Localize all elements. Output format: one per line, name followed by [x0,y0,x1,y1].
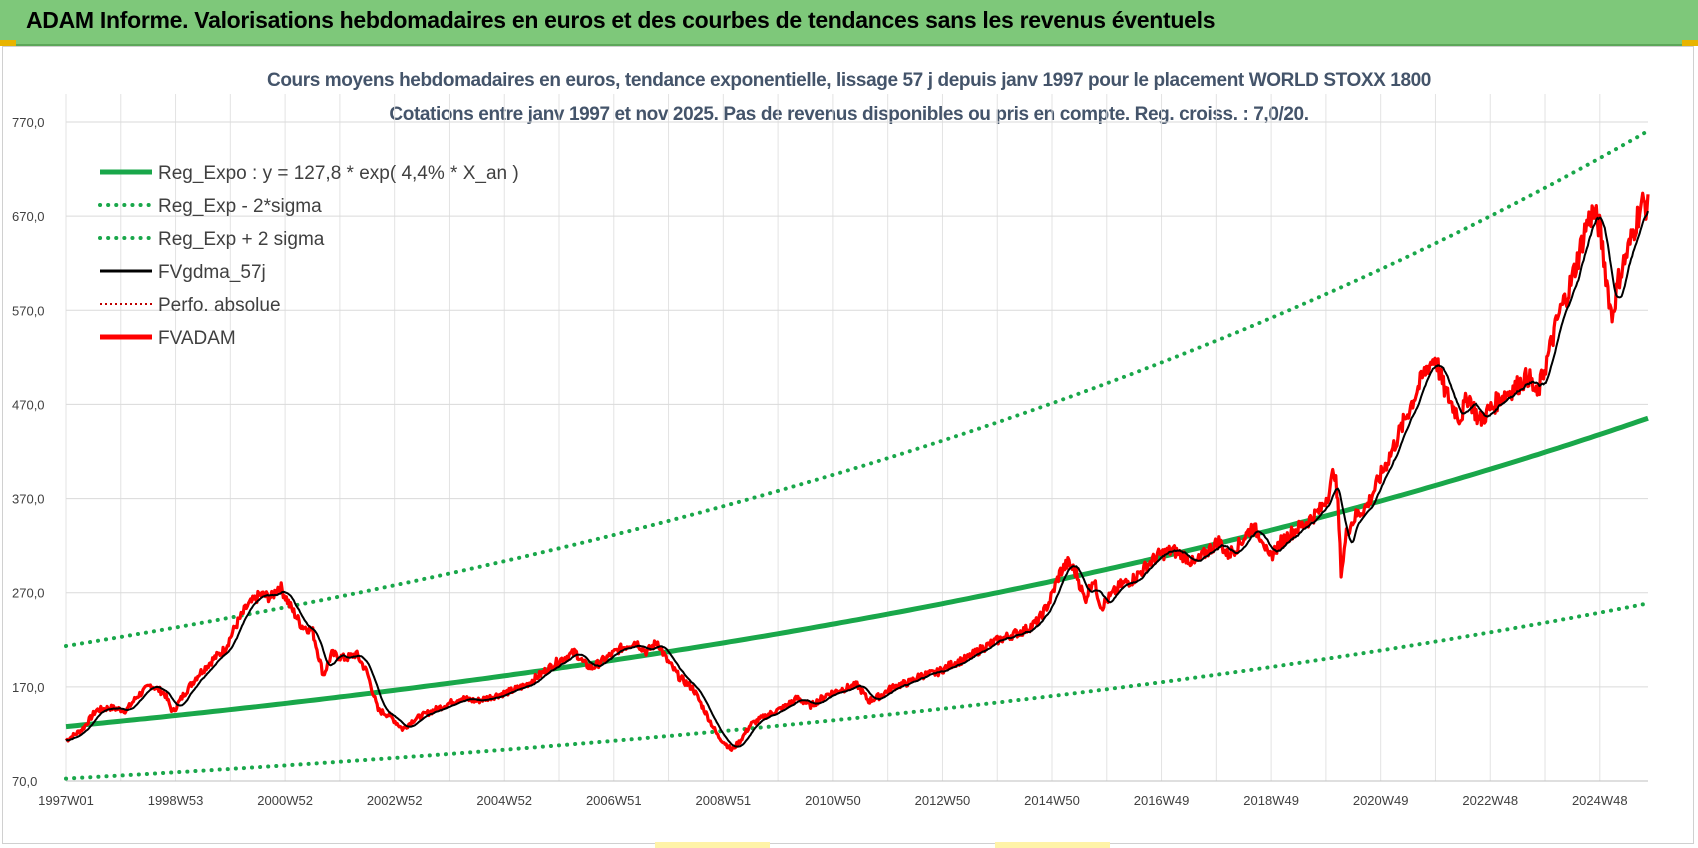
y-tick-label: 470,0 [12,397,45,412]
axes: 70,0 170,0 270,0 370,0 470,0 570,0 670,0 770,0 1… [12,115,1648,808]
corner-marker-left [0,40,16,46]
series-lines [64,128,1650,781]
fvadam-price-line [64,191,1650,752]
x-tick-label: 2020W49 [1353,793,1409,808]
x-tick-label: 2018W49 [1243,793,1299,808]
x-tick-label: 2024W48 [1572,793,1628,808]
legend-entry-low: Reg_Exp - 2*sigma [158,196,322,217]
x-tick-label: 2008W51 [696,793,752,808]
y-tick-label: 770,0 [12,115,45,130]
x-tick-label: 2014W50 [1024,793,1080,808]
x-tick-label: 2006W51 [586,793,642,808]
x-tick-label: 2012W50 [915,793,971,808]
y-tick-label: 70,0 [12,774,37,789]
legend-entry-high: Reg_Exp + 2 sigma [158,229,325,250]
reg-exp-plus-2-sigma-line [64,128,1650,648]
chart-title: Cours moyens hebdomadaires en euros, ten… [267,70,1431,91]
fvgdma-57j-line [65,210,1649,748]
footer-mark [995,842,1110,848]
legend-entry-ma: FVgdma_57j [158,262,266,283]
x-tick-label: 1998W53 [148,793,204,808]
legend-entry-price: FVADAM [158,328,236,349]
chart-subtitle: Cotations entre janv 1997 et nov 2025. P… [389,104,1309,125]
footer-mark [655,842,770,848]
chart-frame [2,46,1694,844]
y-tick-label: 170,0 [12,680,45,695]
y-tick-label: 670,0 [12,209,45,224]
x-tick-label: 2002W52 [367,793,423,808]
x-tick-label: 2016W49 [1134,793,1190,808]
corner-marker-right [1682,40,1698,46]
reg-expo-line [65,415,1649,730]
y-tick-label: 370,0 [12,492,45,507]
x-tick-label: 1997W01 [38,793,94,808]
report-title: ADAM Informe. Valorisations hebdomadaire… [26,7,1216,33]
x-tick-label: 2000W52 [257,793,313,808]
x-tick-label: 2022W48 [1462,793,1518,808]
x-tick-label: 2004W52 [476,793,532,808]
legend-entry-reg: Reg_Expo : y = 127,8 * exp( 4,4% * X_an … [158,163,519,184]
x-tick-label: 2010W50 [805,793,861,808]
y-tick-label: 570,0 [12,303,45,318]
legend: Reg_Expo : y = 127,8 * exp( 4,4% * X_an … [98,163,519,349]
legend-entry-perfo: Perfo. absolue [158,295,281,316]
reg-exp-minus-2-sigma-line [64,601,1650,781]
y-tick-label: 270,0 [12,586,45,601]
report-banner: ADAM Informe. Valorisations hebdomadaire… [0,0,1698,46]
